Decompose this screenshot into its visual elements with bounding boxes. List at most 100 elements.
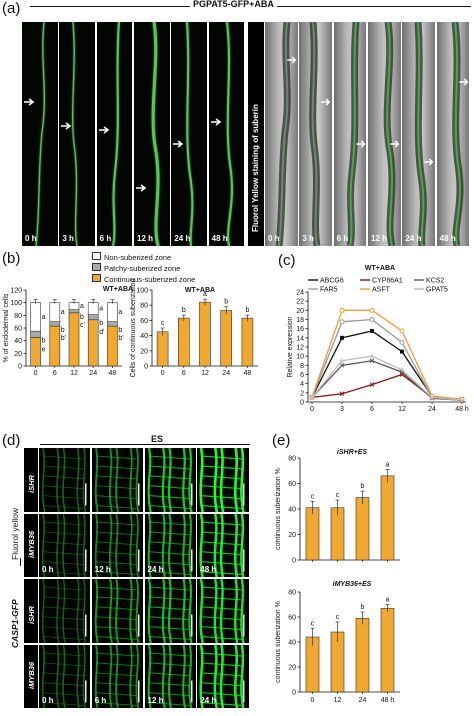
root-line [72, 22, 79, 246]
cell-wall [95, 495, 137, 500]
cell-wall [201, 651, 243, 657]
cell-wall [220, 513, 225, 577]
y-tick-label: 20 [140, 348, 148, 355]
data-point [369, 317, 375, 322]
cell-wall [95, 671, 137, 676]
x-tick-label: 12 [398, 406, 406, 413]
cell-wall [41, 644, 46, 708]
cell-wall [201, 691, 243, 696]
panel-a-title: PGPAT5-GFP+ABA [190, 0, 277, 9]
cell-wall [240, 579, 245, 643]
cell-wall [148, 671, 190, 676]
x-tick-label: 24 [359, 697, 367, 704]
root-line [186, 22, 194, 246]
root-line [151, 22, 160, 246]
cell-wall [42, 671, 84, 676]
cell-wall [76, 513, 80, 577]
cell-wall [114, 644, 119, 708]
cell-wall [95, 681, 137, 686]
suberin-stain [453, 22, 461, 246]
chart-title: WT+ABA [103, 286, 133, 293]
y-tick-label: 16 [296, 326, 304, 333]
cell-wall [187, 448, 193, 512]
time-label: 24 h [405, 234, 422, 243]
cell-wall [95, 530, 137, 535]
chart-title: WT+ABA [365, 265, 395, 272]
cell-wall [62, 579, 66, 643]
cell-wall [240, 448, 245, 512]
cell-wall [148, 475, 190, 480]
cell-wall [148, 560, 190, 565]
cell-wall [148, 570, 190, 575]
cell-wall [220, 644, 225, 708]
microscopy-cell: 6 h [91, 644, 143, 708]
y-tick-label: 20 [288, 665, 296, 672]
y-tick-label: 4 [300, 381, 304, 388]
cell-wall [201, 530, 243, 535]
cell-wall [95, 701, 137, 706]
gfp-image-strip: 0 h 3 h 6 h 12 h 24 h 48 h [22, 22, 246, 246]
row-label-box: iMYB36 [24, 644, 38, 708]
cell-wall [42, 540, 84, 545]
cell-wall [94, 513, 99, 577]
time-label: 0 h [268, 234, 280, 243]
letter-low: d' [99, 329, 104, 336]
letter-top: a [118, 309, 122, 316]
significance-letter: c [336, 614, 340, 621]
x-tick-label: 0 [34, 370, 38, 377]
time-label: 12 h [137, 234, 154, 243]
cell-wall [41, 448, 46, 512]
microscopy-cell [39, 579, 91, 643]
x-tick-label: 12 [201, 370, 209, 377]
cell-wall [201, 586, 243, 591]
legend-label: GPAT5 [426, 287, 448, 294]
y-tick-label: 40 [14, 338, 22, 345]
cell-wall [42, 691, 84, 696]
x-tick-label: 48 h [455, 406, 469, 413]
cell-wall [240, 513, 245, 577]
cell-wall [114, 448, 119, 512]
letter-low: e [42, 347, 46, 354]
cell-wall [56, 644, 60, 708]
time-label: 48 h [439, 234, 456, 243]
cell-wall [148, 661, 190, 666]
cell-wall [201, 465, 243, 470]
legend-label-patchy: Patchy-suberized zone [104, 264, 181, 273]
series-line [311, 360, 463, 401]
y-tick-label: 8 [300, 363, 304, 370]
arrow-icon [24, 98, 35, 106]
cell-wall [42, 661, 84, 666]
letter-low: c' [80, 322, 85, 329]
cell-wall [201, 661, 243, 666]
cell-wall [42, 550, 84, 555]
letter-top: a [80, 303, 84, 310]
brightfield-image: 48 h [436, 22, 470, 246]
cell-wall [42, 606, 84, 611]
microscopy-cell [39, 448, 91, 512]
cell-wall [148, 635, 190, 641]
arrow-icon [98, 126, 109, 134]
x-tick-label: 6 [53, 370, 57, 377]
cell-wall [201, 475, 243, 480]
cell-wall [167, 644, 172, 708]
letter-low: b' [118, 335, 123, 342]
x-tick-label: 0 [310, 406, 314, 413]
gfp-image: 12 h [134, 22, 170, 246]
cell-wall [201, 596, 243, 601]
cell-wall [201, 635, 243, 641]
cell-wall [95, 606, 137, 611]
significance-letter: c [311, 620, 315, 627]
cell-wall [201, 560, 243, 565]
y-axis-label: Cells of continuous suberization [130, 278, 137, 377]
data-point [429, 394, 435, 400]
cell-wall [148, 586, 190, 591]
suberin-stain [278, 22, 289, 246]
root-image [199, 644, 245, 708]
cell-wall [42, 681, 84, 686]
cell-wall [167, 448, 172, 512]
cell-wall [148, 701, 190, 706]
arrow-icon [173, 140, 184, 148]
cell-wall [114, 579, 119, 643]
